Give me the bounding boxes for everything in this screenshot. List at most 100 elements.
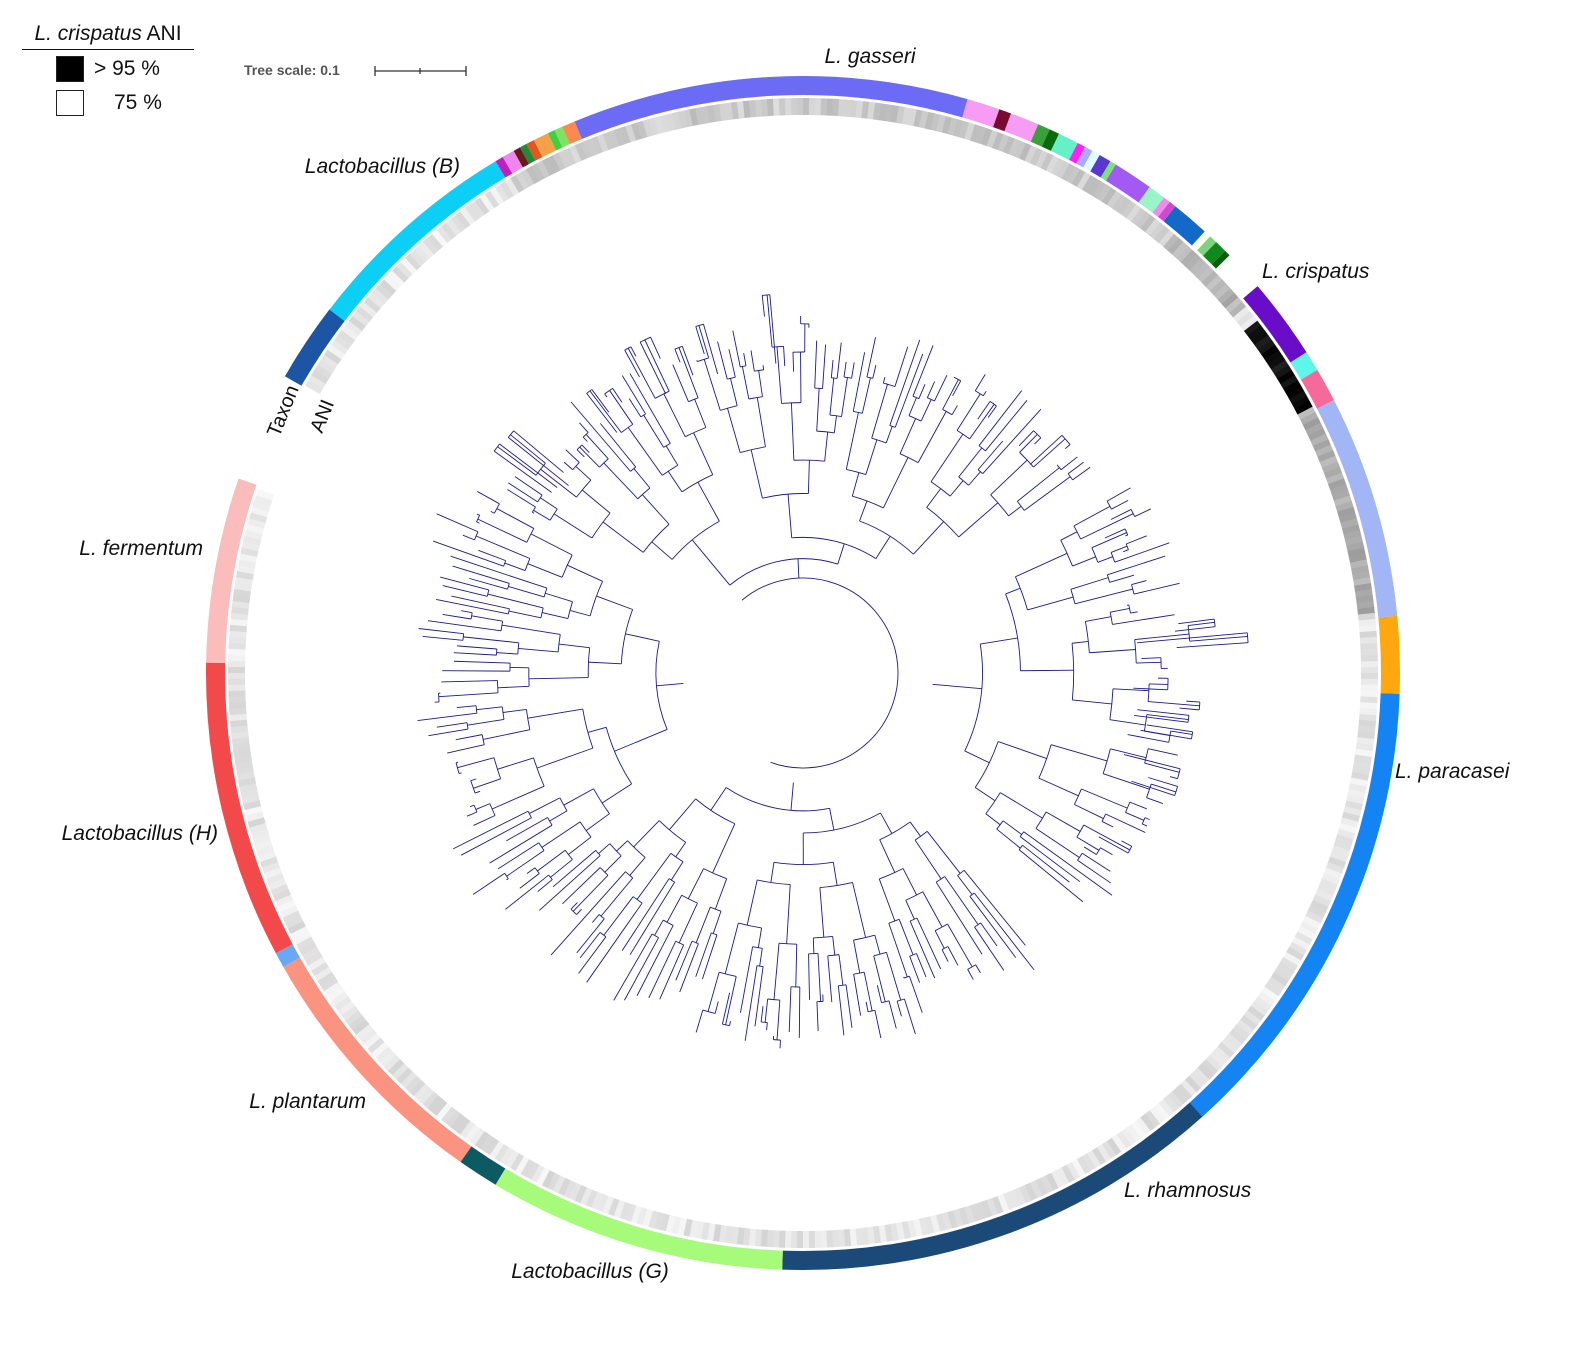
tree-branch [483, 729, 530, 740]
ani-stripe [953, 119, 964, 138]
ani-stripe [239, 782, 258, 793]
ani-stripe [688, 1219, 699, 1238]
tree-branch [603, 896, 634, 936]
ani-stripe [1225, 297, 1243, 314]
tree-branch [636, 853, 672, 900]
ani-stripe [228, 654, 246, 662]
clade-label-lactobacillus-h: Lactobacillus (H) [62, 822, 218, 845]
tree-branch [537, 849, 566, 872]
tree-branch [980, 922, 998, 947]
tree-branch [956, 393, 981, 431]
tree-arc [1074, 788, 1082, 805]
tree-branch [829, 808, 835, 831]
tree-arc [642, 523, 670, 553]
tree-arc [767, 998, 780, 1001]
ani-stripe [304, 951, 323, 966]
tree-branch [462, 534, 475, 541]
ani-stripe [742, 100, 751, 119]
ani-stripe [1061, 1164, 1075, 1183]
tree-branch [863, 972, 873, 1012]
ani-stripe [1360, 654, 1378, 662]
ani-stripe [1359, 630, 1377, 639]
ani-stripe [546, 1172, 561, 1191]
ani-stripe [642, 1208, 653, 1227]
tree-arc [879, 868, 904, 880]
ani-stripe [1247, 1005, 1265, 1022]
tree-branch [589, 390, 622, 433]
ani-stripe [1188, 1071, 1206, 1089]
ani-stripe [228, 678, 246, 686]
tree-branch [916, 917, 942, 970]
tree-arc [473, 804, 478, 813]
ani-stripe [1101, 187, 1117, 206]
tree-branch [980, 637, 1018, 645]
tree-branch [510, 434, 546, 464]
tree-branch [693, 432, 714, 475]
tree-branches [417, 294, 1249, 1049]
ani-stripe [268, 877, 287, 891]
tree-arc [727, 376, 736, 380]
ani-stripe [924, 111, 935, 130]
ani-stripe [375, 283, 393, 300]
tree-branch [588, 661, 622, 665]
tree-branch [1083, 824, 1131, 851]
ani-stripe [515, 171, 530, 190]
ani-stripe [585, 1189, 598, 1208]
ani-stripe [541, 1169, 555, 1189]
tree-branch [633, 468, 651, 489]
tree-branch [502, 708, 527, 713]
tree-branch [1022, 844, 1070, 883]
taxon-filler-17 [1083, 150, 1100, 172]
taxon-filler-19 [1100, 161, 1116, 181]
tree-branch [807, 460, 810, 494]
tree-branch [787, 494, 793, 538]
tree-branch [636, 925, 674, 996]
ani-stripe [602, 1195, 614, 1215]
tree-branch [679, 943, 699, 993]
ani-stripe [413, 1083, 430, 1101]
clade-label-crispatus: L. crispatus [1262, 260, 1370, 283]
tree-arc [754, 369, 764, 372]
tree-arc [582, 709, 594, 749]
tree-branch [969, 896, 1017, 958]
ani-stripe [1338, 512, 1357, 524]
ani-stripe [820, 98, 828, 116]
ani-stripe [504, 1150, 519, 1168]
tree-branch [695, 1009, 704, 1033]
tree-branch [552, 850, 596, 888]
ani-stripe [337, 1000, 356, 1016]
tree-branch [888, 922, 908, 978]
tree-branch [909, 976, 923, 1013]
taxon-filler-12 [1030, 124, 1050, 147]
ani-stripe [479, 193, 495, 212]
tree-branch [1176, 642, 1249, 648]
ani-stripe [568, 1182, 582, 1201]
ani-stripe [371, 287, 389, 304]
ani-stripe [228, 660, 246, 668]
tree-branch [922, 891, 943, 928]
tree-branch [808, 953, 810, 1000]
ani-stripe [272, 888, 291, 902]
tree-arc [627, 840, 646, 858]
tree-branch [472, 872, 505, 895]
tree-arc [637, 487, 651, 500]
ani-stripe [660, 114, 671, 133]
tree-branch [926, 381, 936, 398]
tree-branch [1050, 744, 1108, 762]
tree-arc [671, 520, 720, 560]
tree-arc [1147, 683, 1150, 702]
tree-branch [451, 595, 510, 610]
tree-branch [934, 374, 948, 402]
ani-stripe [1315, 444, 1334, 458]
ani-stripe [1045, 1172, 1059, 1191]
tree-branch [963, 870, 1026, 946]
ani-stripe [1221, 292, 1239, 309]
tree-branch [1033, 438, 1066, 468]
tree-branch [1085, 616, 1112, 622]
ani-stripe [1193, 1067, 1210, 1085]
tree-arc [1084, 621, 1090, 653]
ani-stripe [229, 707, 247, 716]
tree-branch [440, 576, 489, 591]
tree-branch [997, 741, 1047, 759]
tree-branch [872, 364, 877, 379]
